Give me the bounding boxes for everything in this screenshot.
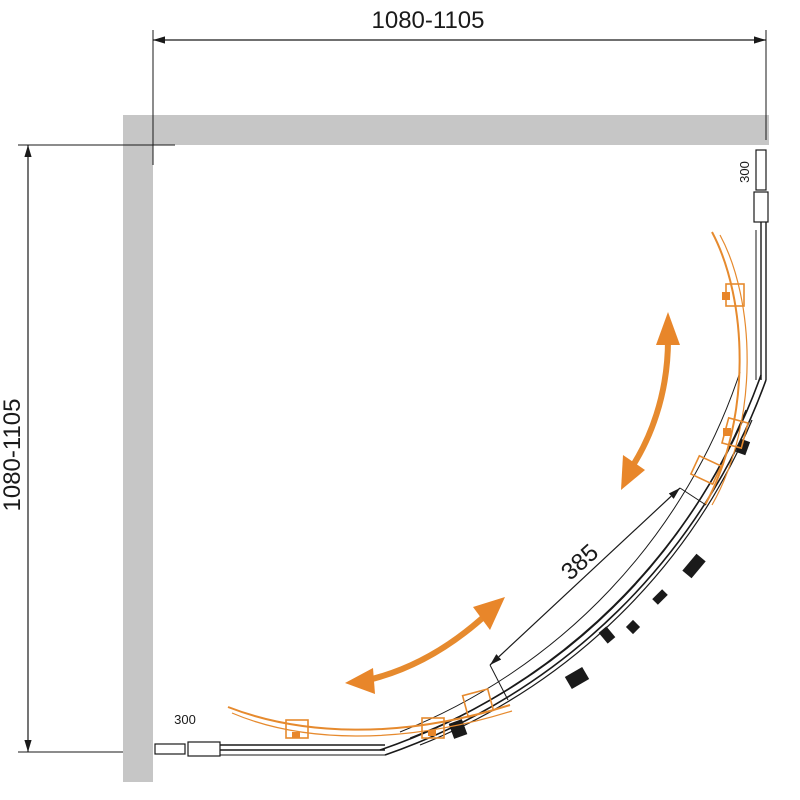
bottom-profile: 300 <box>154 712 385 757</box>
top-profile-label: 300 <box>737 161 752 183</box>
left-dimension-label: 1080-1105 <box>0 399 26 512</box>
top-dimension: 1080-1105 <box>152 7 767 165</box>
top-dimension-label: 1080-1105 <box>372 7 485 34</box>
left-dimension: 1080-1105 <box>0 144 175 753</box>
left-wall <box>123 115 153 782</box>
opening-dimension: 385 <box>489 487 707 701</box>
opening-dimension-label: 385 <box>556 539 604 586</box>
sliding-arrow-lower <box>345 597 505 694</box>
open-door-bottom <box>227 688 513 739</box>
open-door-top <box>689 231 750 506</box>
right-profile: 300 <box>737 149 769 380</box>
sliding-arrow-upper <box>621 312 680 490</box>
top-wall <box>123 115 769 145</box>
door-rollers <box>448 438 751 739</box>
bottom-profile-label: 300 <box>174 712 196 727</box>
